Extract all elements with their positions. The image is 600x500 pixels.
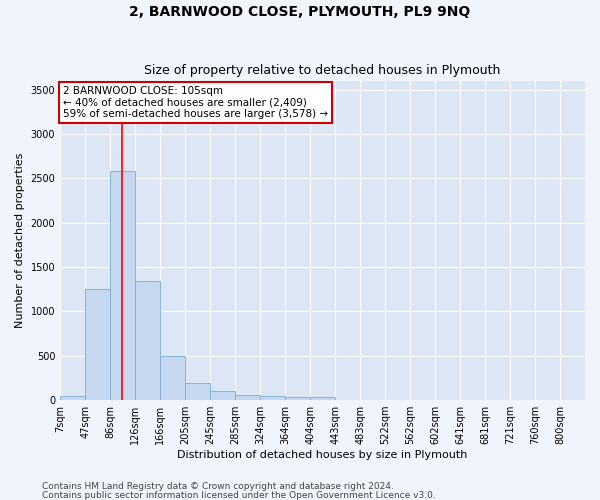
Bar <box>60 396 85 400</box>
Bar <box>110 172 135 400</box>
Text: 2, BARNWOOD CLOSE, PLYMOUTH, PL9 9NQ: 2, BARNWOOD CLOSE, PLYMOUTH, PL9 9NQ <box>130 5 470 19</box>
Bar <box>310 398 335 400</box>
Text: Contains HM Land Registry data © Crown copyright and database right 2024.: Contains HM Land Registry data © Crown c… <box>42 482 394 491</box>
Bar <box>285 396 310 400</box>
Bar <box>160 356 185 400</box>
Bar <box>260 396 285 400</box>
Bar <box>135 282 160 400</box>
Text: 2 BARNWOOD CLOSE: 105sqm
← 40% of detached houses are smaller (2,409)
59% of sem: 2 BARNWOOD CLOSE: 105sqm ← 40% of detach… <box>63 86 328 119</box>
Bar <box>85 290 110 400</box>
Bar <box>185 383 210 400</box>
X-axis label: Distribution of detached houses by size in Plymouth: Distribution of detached houses by size … <box>178 450 468 460</box>
Bar <box>235 395 260 400</box>
Y-axis label: Number of detached properties: Number of detached properties <box>15 153 25 328</box>
Text: Contains public sector information licensed under the Open Government Licence v3: Contains public sector information licen… <box>42 490 436 500</box>
Bar <box>210 391 235 400</box>
Title: Size of property relative to detached houses in Plymouth: Size of property relative to detached ho… <box>145 64 501 77</box>
